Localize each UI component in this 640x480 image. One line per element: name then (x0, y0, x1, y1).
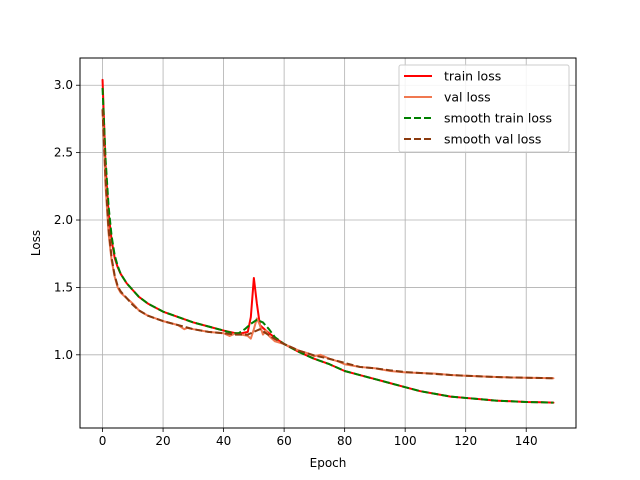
y-tick-label: 2.5 (54, 146, 73, 160)
y-tick-label: 3.0 (54, 78, 73, 92)
legend: train loss val loss smooth train loss smoot… (398, 64, 570, 153)
legend-label: train loss (444, 69, 501, 84)
legend-label: smooth train loss (444, 111, 552, 126)
x-tick-label: 140 (515, 434, 538, 448)
series-layer (101, 78, 555, 404)
legend-label: smooth val loss (444, 132, 541, 147)
legend-box (398, 64, 570, 153)
x-tick-label: 80 (337, 434, 352, 448)
series-line-smooth-val-loss (101, 109, 554, 380)
x-axis-ticks: 0 20 40 60 80 100 120 140 (99, 428, 538, 448)
x-tick-label: 60 (276, 434, 291, 448)
y-axis-ticks: 1.0 1.5 2.0 2.5 3.0 (54, 78, 80, 362)
x-tick-label: 0 (99, 434, 107, 448)
x-axis-label: Epoch (310, 456, 347, 470)
x-tick-label: 40 (216, 434, 231, 448)
y-tick-label: 1.0 (54, 348, 73, 362)
y-tick-label: 2.0 (54, 213, 73, 227)
legend-label: val loss (444, 90, 491, 105)
y-axis-label: Loss (29, 230, 43, 256)
x-tick-label: 20 (155, 434, 170, 448)
y-tick-label: 1.5 (54, 280, 73, 294)
plot-frame (79, 57, 577, 429)
series-line-smooth-train-loss (101, 87, 554, 404)
x-tick-label: 120 (454, 434, 477, 448)
x-tick-label: 100 (394, 434, 417, 448)
